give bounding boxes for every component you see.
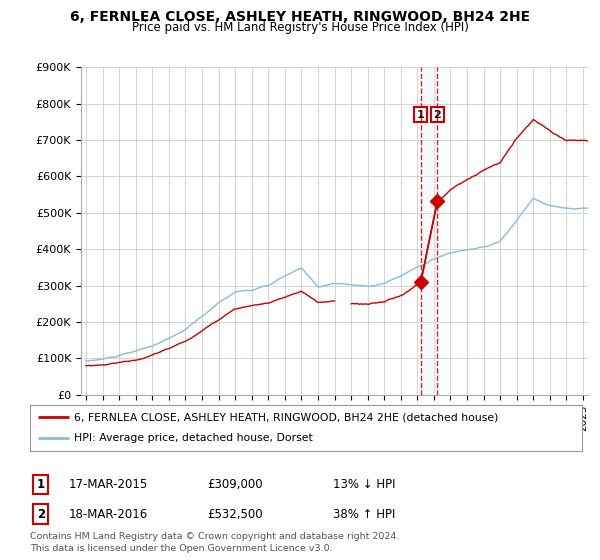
Text: 13% ↓ HPI: 13% ↓ HPI bbox=[333, 478, 395, 491]
Text: Price paid vs. HM Land Registry's House Price Index (HPI): Price paid vs. HM Land Registry's House … bbox=[131, 21, 469, 34]
Text: 1: 1 bbox=[417, 110, 425, 119]
Text: 17-MAR-2015: 17-MAR-2015 bbox=[69, 478, 148, 491]
Text: 6, FERNLEA CLOSE, ASHLEY HEATH, RINGWOOD, BH24 2HE: 6, FERNLEA CLOSE, ASHLEY HEATH, RINGWOOD… bbox=[70, 10, 530, 24]
Text: Contains HM Land Registry data © Crown copyright and database right 2024.
This d: Contains HM Land Registry data © Crown c… bbox=[30, 532, 400, 553]
Text: £532,500: £532,500 bbox=[207, 507, 263, 521]
Text: 1: 1 bbox=[37, 478, 45, 491]
Text: 18-MAR-2016: 18-MAR-2016 bbox=[69, 507, 148, 521]
Text: £309,000: £309,000 bbox=[207, 478, 263, 491]
Text: 38% ↑ HPI: 38% ↑ HPI bbox=[333, 507, 395, 521]
Text: 6, FERNLEA CLOSE, ASHLEY HEATH, RINGWOOD, BH24 2HE (detached house): 6, FERNLEA CLOSE, ASHLEY HEATH, RINGWOOD… bbox=[74, 412, 499, 422]
Text: HPI: Average price, detached house, Dorset: HPI: Average price, detached house, Dors… bbox=[74, 433, 313, 444]
Bar bbox=[421, 67, 437, 395]
Text: 2: 2 bbox=[37, 507, 45, 521]
Text: 2: 2 bbox=[434, 110, 441, 119]
